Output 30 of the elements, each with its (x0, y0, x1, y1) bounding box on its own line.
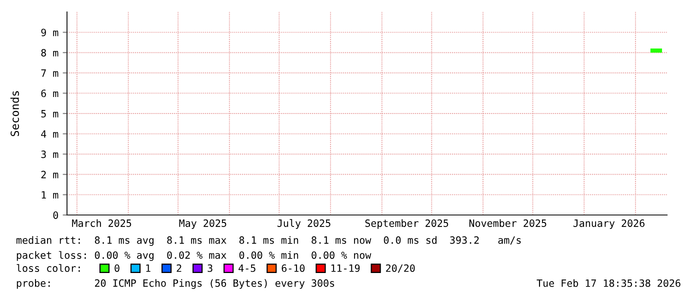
x-tick-label: May 2025 (179, 219, 226, 229)
y-tick-label: 7 m (41, 69, 58, 77)
y-tick-label: 0 (53, 211, 58, 219)
y-axis-title: Seconds (10, 91, 20, 136)
text: Tue Feb 17 18:35:38 2026 (536, 279, 680, 287)
y-tick-label: 1 m (42, 191, 58, 199)
y-tick-label: 5 m (41, 110, 58, 118)
text: median rtt: 8.1 ms avg 8.1 ms max 8.1 ms min 8.1 ms now 0.0 ms sd 393.2 am/s (16, 236, 521, 246)
y-tick-label: 4 m (41, 130, 58, 138)
x-tick-label: July 2025 (277, 219, 330, 229)
legend-label: 2 (176, 264, 182, 272)
x-tick-label: March 2025 (72, 219, 132, 227)
x-tick-label: November 2025 (469, 219, 546, 227)
y-tick-label: 6 m (41, 90, 58, 98)
legend-label: 11-19 (331, 264, 360, 272)
text: packet loss: 0.00 % avg 0.02 % max 0.00 % min 0.00 % now (16, 251, 372, 261)
legend-label: 3 (208, 264, 212, 272)
legend-label: 6-10 (282, 264, 305, 272)
y-tick-label: 3 m (41, 150, 58, 158)
x-tick-label: January 2026 (573, 219, 644, 229)
y-tick-label: 2 m (41, 170, 58, 178)
legend-label: 20/20 (386, 264, 415, 273)
x-tick-label: September 2025 (365, 219, 448, 229)
y-tick-label: 8 m (41, 49, 58, 57)
text: probe: 20 ICMP Echo Pings (56 Bytes) every 300s (16, 279, 334, 289)
y-tick-label: 9 m (41, 28, 58, 36)
legend-label: 1 (146, 264, 150, 272)
legend-label: 4-5 (238, 264, 256, 272)
legend-label: 0 (114, 264, 120, 272)
legend-title: loss color: (16, 264, 80, 272)
